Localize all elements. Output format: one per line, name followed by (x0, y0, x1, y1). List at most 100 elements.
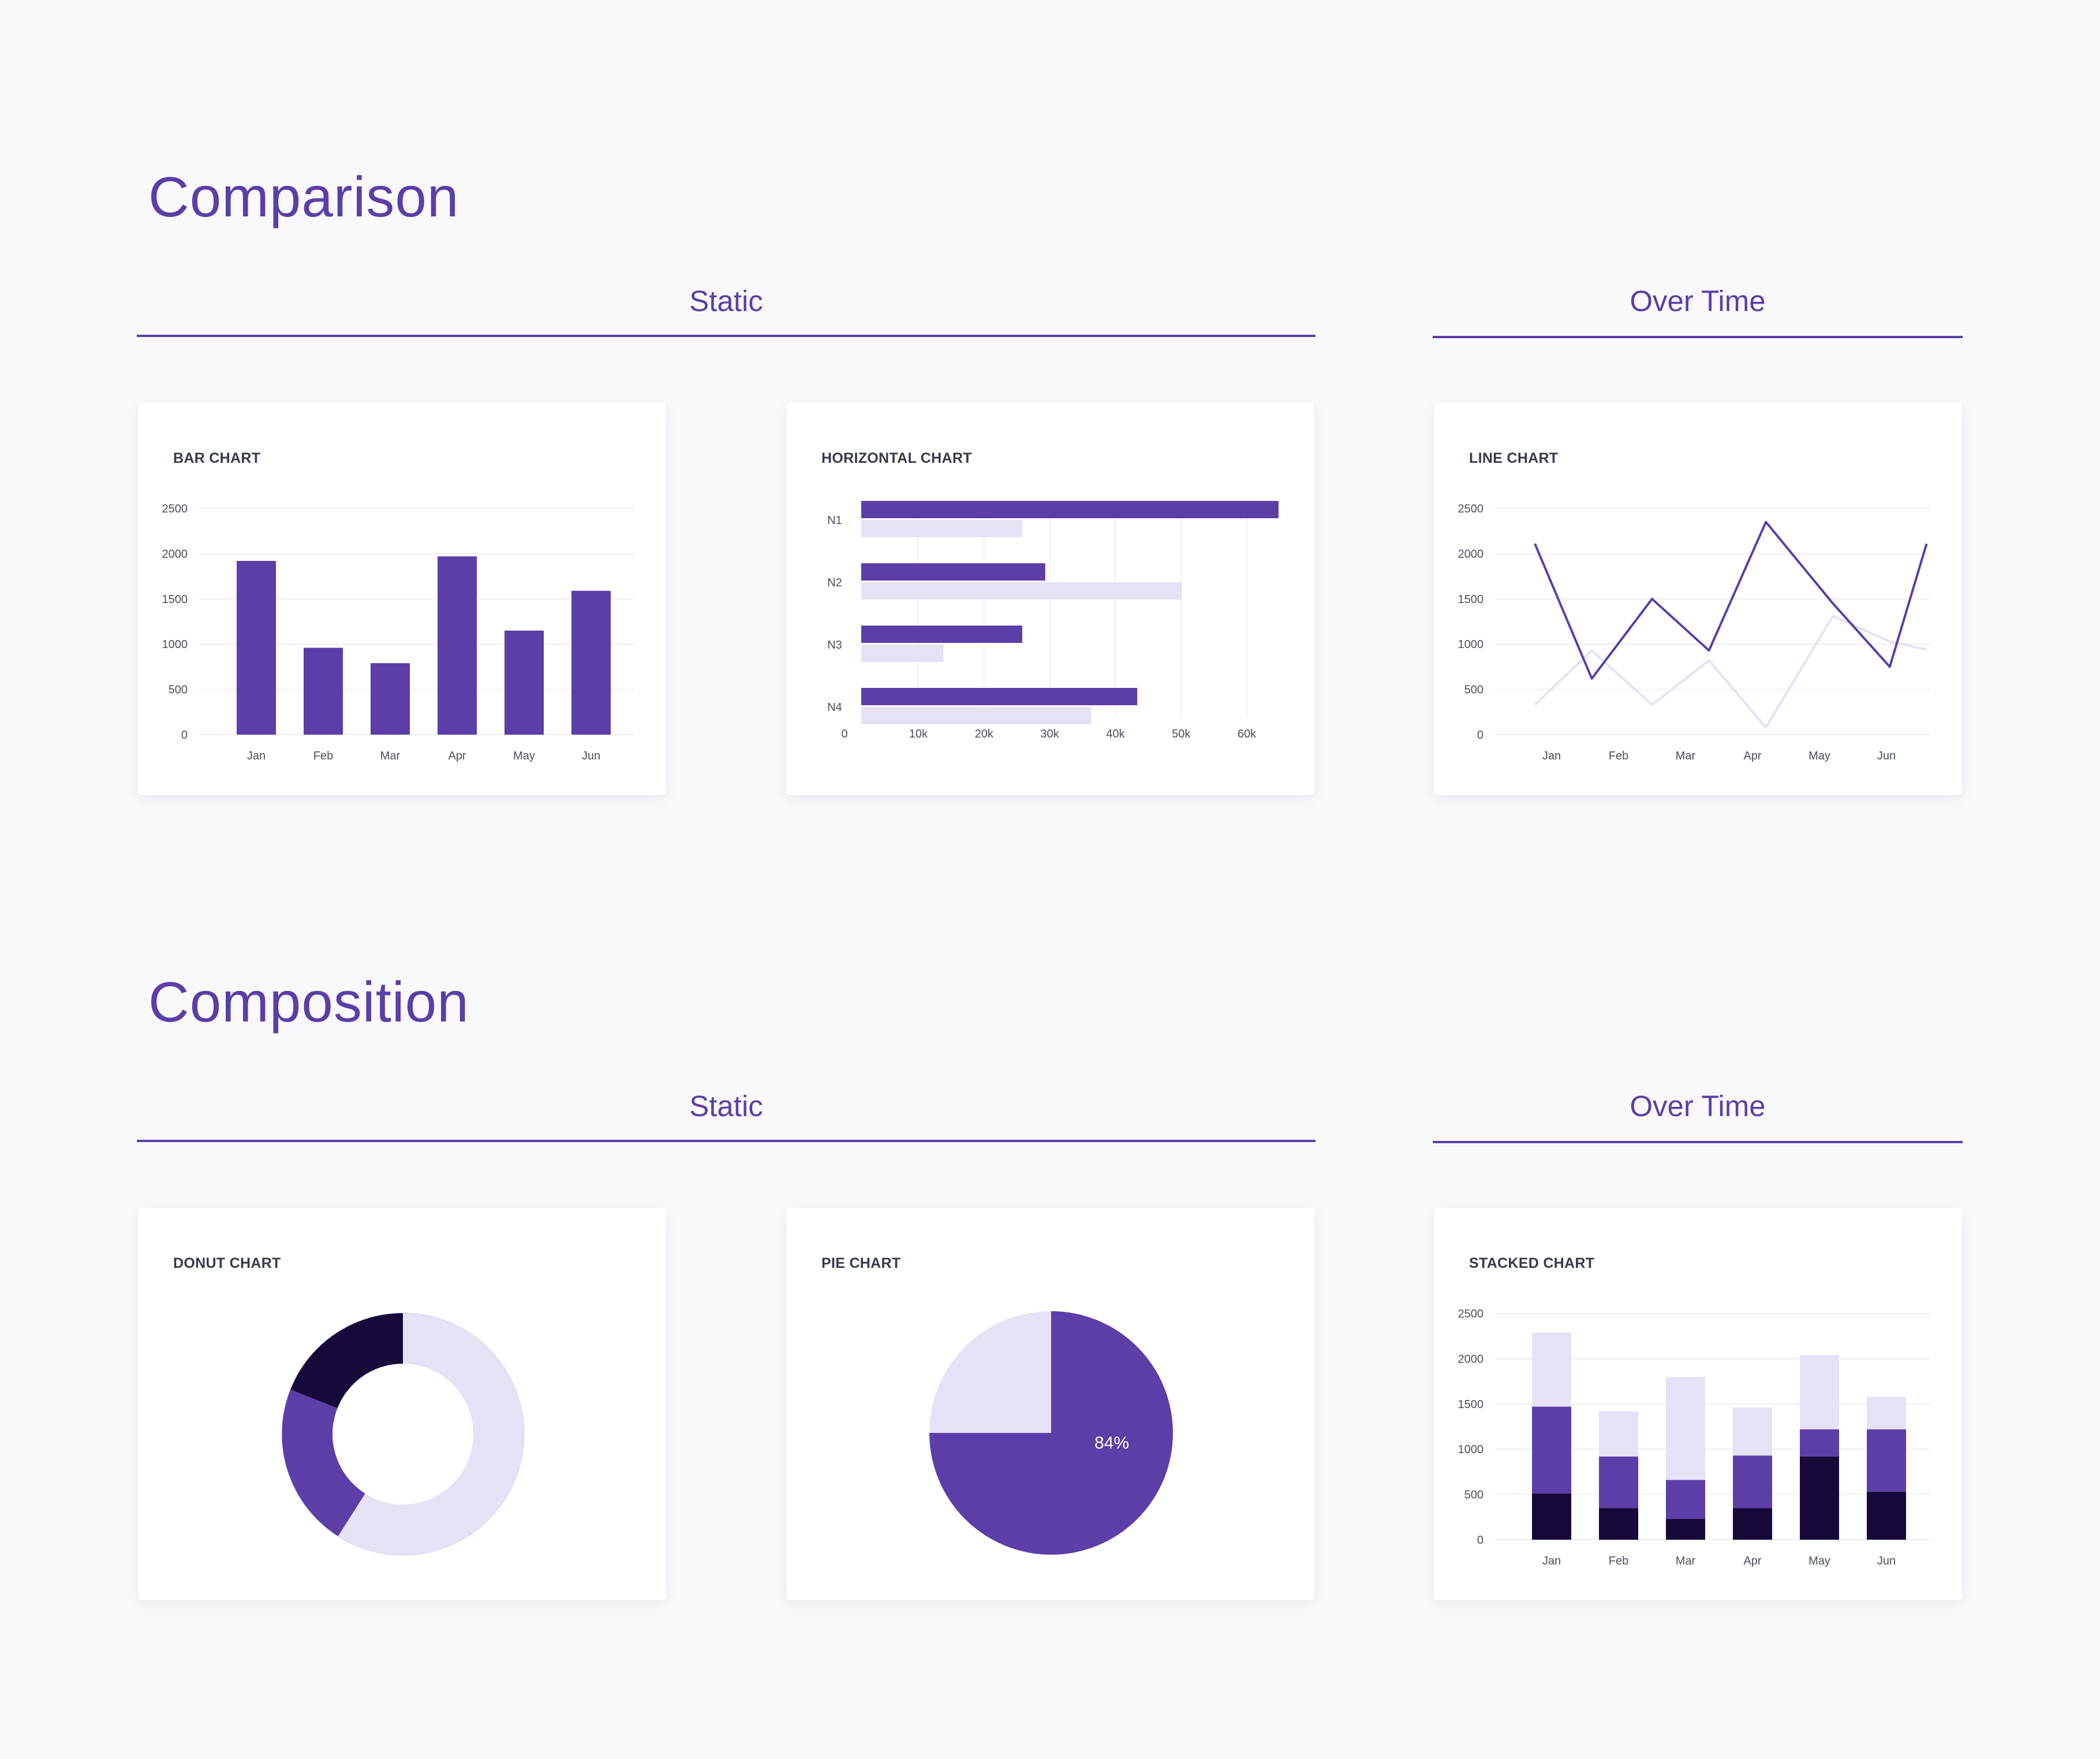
group-divider (137, 1140, 1316, 1142)
group-heading-static: Static (689, 1090, 763, 1122)
x-tick-label: Mar (380, 750, 401, 762)
card-title: BAR CHART (173, 450, 261, 466)
x-tick-label: Jun (1877, 1555, 1896, 1567)
y-tick-label: 0 (1477, 1534, 1484, 1547)
horizontal-chart: 0 10k 20k 30k 40k 50k 60k N1 N2 N3 N4 (827, 501, 1279, 740)
stacked-segment (1867, 1397, 1906, 1429)
x-tick-label: 30k (1040, 728, 1059, 740)
stacked-segment (1666, 1518, 1705, 1540)
card-title: PIE CHART (821, 1255, 901, 1271)
x-tick-label: 40k (1106, 728, 1125, 740)
bar (304, 648, 343, 735)
stacked-chart-card: STACKED CHART 0 500 1000 1500 2000 2500 Jan Feb… (1434, 1208, 1962, 1600)
group-divider (1433, 1141, 1963, 1143)
y-tick-label: 2500 (1458, 1308, 1484, 1320)
donut-chart-card: DONUT CHART (138, 1208, 666, 1600)
stacked-segment (1666, 1376, 1705, 1480)
x-tick-label: Feb (313, 750, 333, 762)
x-tick-label: Mar (1676, 1555, 1696, 1567)
donut-hole (332, 1364, 473, 1504)
x-tick-label: Feb (1609, 750, 1628, 762)
y-tick-label: N2 (827, 577, 842, 589)
x-tick-label: 10k (909, 728, 928, 740)
bar (861, 563, 1045, 581)
series-line (1534, 521, 1928, 680)
bar (861, 520, 1022, 537)
x-tick-label: May (1808, 750, 1830, 762)
line-chart: 0 500 1000 1500 2000 2500 Jan Feb Mar Apr May Jun (1458, 503, 1930, 762)
stacked-segment (1532, 1332, 1571, 1407)
stacked-segment (1599, 1411, 1638, 1457)
bar (861, 707, 1092, 724)
bar (438, 556, 477, 735)
y-tick-label: 1000 (1458, 638, 1484, 651)
pie-chart: 84% (929, 1311, 1173, 1555)
bar (237, 560, 276, 735)
bar-chart-card: BAR CHART 0 500 1000 1500 2000 2500 Jan Feb Mar A… (138, 403, 666, 795)
bar (861, 582, 1182, 600)
donut-outline (281, 1312, 525, 1556)
y-tick-label: 2000 (162, 548, 188, 560)
pie-slice (929, 1311, 1051, 1433)
stacked-segment (1532, 1406, 1571, 1494)
bar-chart: 0 500 1000 1500 2000 2500 Jan Feb Mar Apr May Jun (162, 503, 634, 762)
card-title: LINE CHART (1469, 450, 1559, 466)
x-tick-label: Apr (1743, 1555, 1761, 1567)
stacked-segment (1867, 1491, 1906, 1540)
section-title-comparison: Comparison (148, 165, 459, 229)
stacked-segment (1733, 1508, 1772, 1540)
x-tick-label: Jun (1877, 750, 1896, 762)
x-tick-label: 20k (975, 728, 994, 740)
x-tick-label: Jan (1542, 1555, 1561, 1567)
card-title: STACKED CHART (1469, 1255, 1595, 1271)
y-tick-label: N1 (827, 514, 842, 527)
y-tick-label: 2500 (162, 503, 188, 515)
horizontal-chart-card: HORIZONTAL CHART 0 10k 20k 30k 40k 50k 60k N1 N2… (786, 403, 1314, 795)
bar (861, 688, 1138, 705)
section-title-composition: Composition (148, 970, 469, 1034)
y-tick-label: 0 (181, 729, 188, 742)
y-tick-label: 1500 (1458, 1398, 1484, 1411)
y-tick-label: 500 (169, 684, 188, 697)
group-heading-over-time: Over Time (1630, 1090, 1766, 1122)
group-divider (137, 335, 1316, 337)
y-tick-label: 0 (1477, 729, 1484, 742)
x-tick-label: Apr (1743, 750, 1761, 762)
y-tick-label: 500 (1464, 1489, 1484, 1502)
stacked-segment (1532, 1494, 1571, 1540)
y-tick-label: 1500 (1458, 593, 1484, 606)
donut-chart (281, 1312, 525, 1556)
y-tick-label: 2000 (1458, 1353, 1484, 1365)
y-tick-label: 1500 (162, 593, 188, 606)
stacked-segment (1733, 1408, 1772, 1456)
group-heading-over-time: Over Time (1630, 285, 1766, 317)
series-line (1534, 615, 1927, 729)
bar (861, 645, 944, 662)
stacked-segment (1800, 1355, 1839, 1429)
x-tick-label: 0 (841, 728, 847, 740)
y-tick-label: 2000 (1458, 548, 1484, 560)
x-tick-label: May (1808, 1555, 1830, 1567)
x-tick-label: May (513, 750, 535, 762)
stacked-segment (1599, 1456, 1638, 1509)
stacked-segment (1733, 1455, 1772, 1509)
y-tick-label: 500 (1464, 684, 1484, 697)
bar (861, 626, 1022, 643)
x-tick-label: Jan (247, 750, 266, 762)
pie-slice-label: 84% (1094, 1434, 1129, 1453)
y-tick-label: 2500 (1458, 503, 1484, 515)
y-tick-label: 1000 (1458, 1443, 1484, 1456)
x-tick-label: Jun (582, 750, 600, 762)
x-tick-label: 60k (1238, 728, 1257, 740)
bar (371, 663, 410, 735)
group-divider (1433, 336, 1963, 338)
pie-chart-card: PIE CHART 84% (786, 1208, 1314, 1600)
bar (571, 590, 611, 735)
y-tick-label: N4 (827, 701, 842, 714)
card-title: HORIZONTAL CHART (821, 450, 972, 466)
stacked-segment (1599, 1508, 1638, 1540)
bar (861, 501, 1279, 518)
stacked-segment (1867, 1429, 1906, 1492)
stacked-chart: 0 500 1000 1500 2000 2500 Jan Feb Mar Apr May Jun (1458, 1308, 1930, 1567)
y-tick-label: 1000 (162, 638, 188, 651)
